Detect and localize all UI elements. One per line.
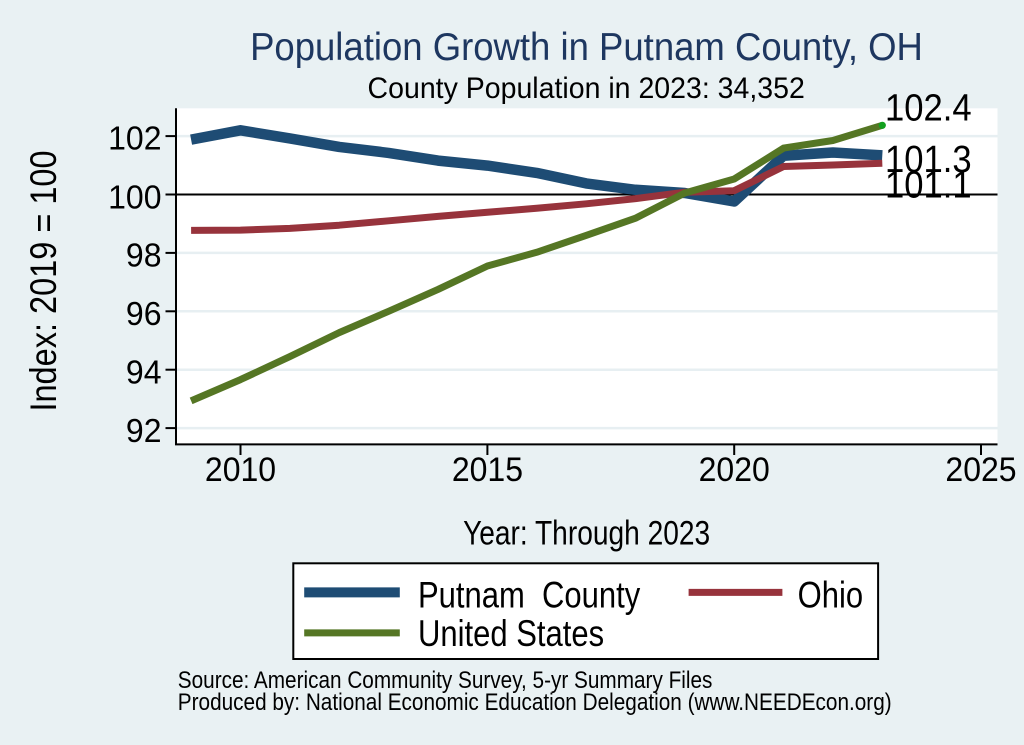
svg-text:2010: 2010 <box>205 451 276 489</box>
svg-text:101.1: 101.1 <box>885 163 972 206</box>
svg-text:2025: 2025 <box>945 451 1016 489</box>
svg-text:Produced by: National Economic: Produced by: National Economic Education… <box>178 688 892 715</box>
svg-text:Source: American Community Sur: Source: American Community Survey, 5-yr … <box>178 666 713 693</box>
svg-text:92: 92 <box>126 411 162 449</box>
svg-text:Putnam County: Putnam County <box>418 575 641 616</box>
svg-text:101.3: 101.3 <box>885 138 972 181</box>
svg-text:102: 102 <box>108 119 161 157</box>
svg-text:102.4: 102.4 <box>885 86 972 129</box>
svg-text:County Population in 2023: 34,: County Population in 2023: 34,352 <box>368 72 805 105</box>
svg-text:96: 96 <box>126 294 162 332</box>
svg-text:Ohio: Ohio <box>798 575 863 616</box>
svg-text:Population Growth in Putnam Co: Population Growth in Putnam County, OH <box>250 25 923 68</box>
svg-text:98: 98 <box>126 236 162 274</box>
svg-text:100: 100 <box>108 178 161 216</box>
svg-text:2020: 2020 <box>699 451 770 489</box>
svg-text:Index: 2019 = 100: Index: 2019 = 100 <box>23 150 65 411</box>
svg-text:2015: 2015 <box>452 451 523 489</box>
svg-text:94: 94 <box>126 353 162 391</box>
svg-text:Year: Through 2023: Year: Through 2023 <box>463 514 710 552</box>
svg-text:United States: United States <box>418 613 604 654</box>
